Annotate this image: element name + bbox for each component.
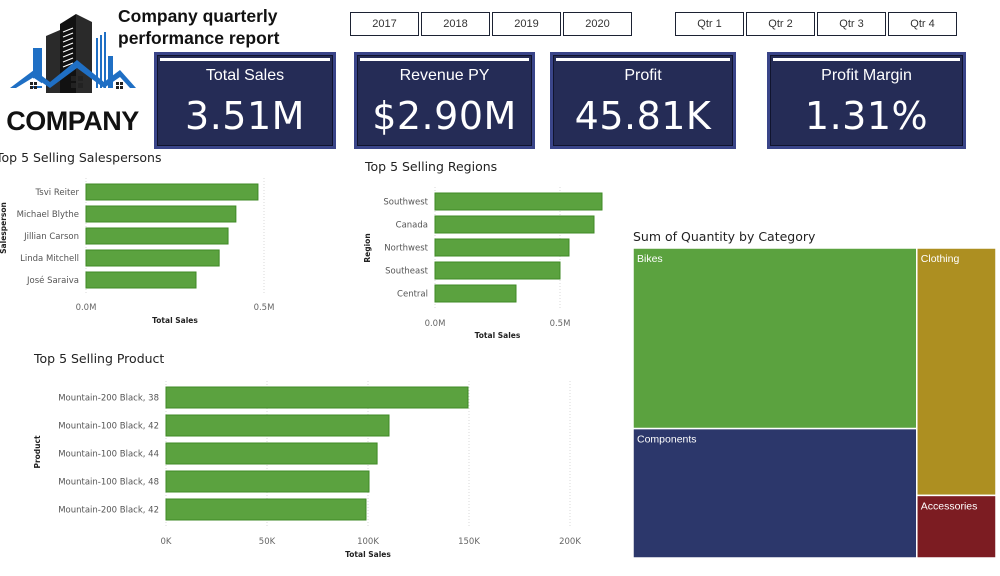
treemap-label: Components	[637, 434, 697, 446]
category-label: Southeast	[385, 267, 429, 277]
treemap-label: Accessories	[921, 500, 978, 512]
category-label: Linda Mitchell	[20, 254, 79, 264]
bar[interactable]	[434, 261, 561, 280]
report-title: Company quarterly performance report	[118, 5, 318, 49]
building-logo-icon	[10, 14, 136, 93]
salespersons-chart-title: Top 5 Selling Salespersons	[0, 150, 162, 165]
bar[interactable]	[85, 227, 229, 245]
category-label: Northwest	[384, 244, 428, 254]
quarter-button-4[interactable]: Qtr 4	[888, 12, 957, 36]
kpi-card-profit-margin: Profit Margin 1.31%	[767, 52, 966, 149]
kpi-value: $2.90M	[372, 94, 517, 138]
products-chart-title: Top 5 Selling Product	[34, 351, 165, 366]
x-axis-title: Total Sales	[345, 550, 391, 559]
category-label: Central	[397, 290, 428, 300]
kpi-label: Total Sales	[205, 67, 285, 84]
category-chart-title: Sum of Quantity by Category	[633, 229, 816, 244]
treemap-label: Bikes	[637, 253, 663, 265]
category-label: Mountain-100 Black, 42	[58, 422, 159, 432]
treemap-tile-components[interactable]: Components	[632, 427, 918, 559]
bar[interactable]	[434, 192, 603, 211]
category-label: Michael Blythe	[17, 210, 79, 220]
kpi-label: Revenue PY	[399, 67, 490, 84]
category-label: Mountain-100 Black, 48	[58, 478, 159, 488]
category-label: Tsvi Reiter	[35, 188, 80, 198]
bar[interactable]	[165, 442, 378, 465]
kpi-accent-bar	[773, 58, 960, 61]
bar[interactable]	[85, 183, 259, 201]
kpi-label: Profit Margin	[821, 67, 912, 84]
report-title-line-1: Company quarterly	[118, 6, 278, 26]
x-tick-label: 0.0M	[76, 303, 97, 313]
year-slicer: 2017 2018 2019 2020	[350, 12, 632, 36]
company-logo: COMPANY	[0, 8, 145, 138]
category-label: Southwest	[383, 198, 428, 208]
category-label: Mountain-200 Black, 38	[58, 394, 159, 404]
year-button-2020[interactable]: 2020	[563, 12, 632, 36]
year-button-2017[interactable]: 2017	[350, 12, 419, 36]
x-tick-label: 0.5M	[550, 319, 571, 329]
bar[interactable]	[85, 205, 237, 223]
quarter-slicer: Qtr 1 Qtr 2 Qtr 3 Qtr 4	[675, 12, 957, 36]
x-tick-label: 0.0M	[425, 319, 446, 329]
regions-bar-chart: 0.0M 0.5M Southwest Canada Northwest Southeas…	[363, 187, 603, 340]
treemap-label: Clothing	[921, 253, 960, 265]
quarter-button-3[interactable]: Qtr 3	[817, 12, 886, 36]
kpi-label: Profit	[624, 67, 662, 84]
treemap-tile-clothing[interactable]: Clothing	[916, 247, 997, 497]
kpi-accent-bar	[556, 58, 730, 61]
kpi-value: 3.51M	[185, 94, 305, 138]
kpi-accent-bar	[160, 58, 330, 61]
quarter-button-1[interactable]: Qtr 1	[675, 12, 744, 36]
kpi-card-total-sales: Total Sales 3.51M	[154, 52, 336, 149]
kpi-card-revenue-py: Revenue PY $2.90M	[354, 52, 535, 149]
kpi-card-profit: Profit 45.81K	[550, 52, 736, 149]
bar[interactable]	[165, 386, 469, 409]
x-tick-label: 200K	[559, 537, 581, 547]
report-title-line-2: performance report	[118, 28, 280, 48]
x-tick-label: 50K	[259, 537, 276, 547]
bar[interactable]	[165, 414, 390, 437]
category-label: José Saraiva	[26, 275, 79, 286]
x-axis-title: Total Sales	[152, 316, 198, 325]
y-axis-title: Region	[363, 233, 372, 262]
category-label: Mountain-100 Black, 44	[58, 450, 159, 460]
products-bar-chart: 0K 50K 100K 150K 200K Mountain-200 Black, 38 M…	[33, 381, 581, 559]
year-button-2019[interactable]: 2019	[492, 12, 561, 36]
x-tick-label: 0.5M	[254, 303, 275, 313]
salespersons-bar-chart: 0.0M 0.5M Tsvi Reiter Michael Blythe Jillian…	[0, 178, 275, 325]
regions-chart-title: Top 5 Selling Regions	[365, 159, 498, 174]
logo-text: COMPANY	[6, 106, 139, 136]
quarter-button-2[interactable]: Qtr 2	[746, 12, 815, 36]
y-axis-title: Product	[33, 435, 42, 469]
kpi-value: 1.31%	[804, 94, 929, 138]
treemap-tile-accessories[interactable]: Accessories	[916, 494, 997, 559]
category-label: Canada	[396, 221, 428, 231]
x-tick-label: 100K	[357, 537, 379, 547]
bar[interactable]	[434, 238, 570, 257]
category-label: Jillian Carson	[23, 232, 79, 242]
bar[interactable]	[434, 284, 517, 303]
category-label: Mountain-200 Black, 42	[58, 506, 159, 516]
bar[interactable]	[165, 498, 367, 521]
category-treemap: Bikes Components Clothing Accessories	[632, 247, 997, 559]
treemap-tile-bikes[interactable]: Bikes	[632, 247, 918, 430]
y-axis-title: Salesperson	[0, 202, 8, 254]
bar[interactable]	[165, 470, 370, 493]
bar[interactable]	[434, 215, 595, 234]
year-button-2018[interactable]: 2018	[421, 12, 490, 36]
kpi-value: 45.81K	[574, 94, 712, 138]
bar[interactable]	[85, 249, 220, 267]
x-tick-label: 0K	[161, 537, 172, 547]
kpi-accent-bar	[360, 58, 529, 61]
bar[interactable]	[85, 271, 197, 289]
x-tick-label: 150K	[458, 537, 480, 547]
x-axis-title: Total Sales	[475, 331, 521, 340]
